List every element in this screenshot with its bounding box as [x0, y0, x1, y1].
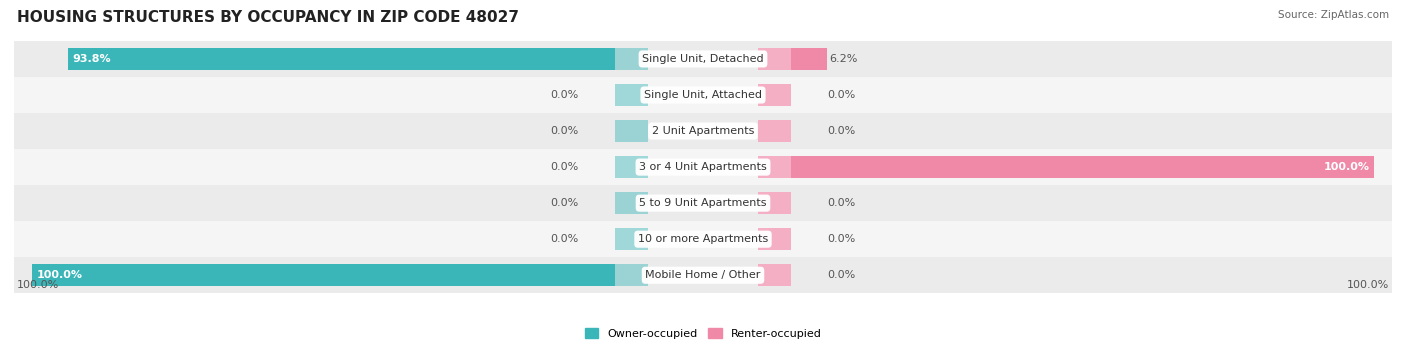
Bar	[758, 264, 790, 286]
Text: 0.0%: 0.0%	[827, 234, 856, 244]
Text: 93.8%: 93.8%	[73, 54, 111, 64]
Bar	[616, 84, 648, 106]
Text: HOUSING STRUCTURES BY OCCUPANCY IN ZIP CODE 48027: HOUSING STRUCTURES BY OCCUPANCY IN ZIP C…	[17, 10, 519, 25]
Text: 0.0%: 0.0%	[550, 162, 579, 172]
Text: Mobile Home / Other: Mobile Home / Other	[645, 270, 761, 280]
Bar	[790, 156, 1375, 178]
Bar	[31, 264, 616, 286]
Bar	[758, 156, 790, 178]
Text: 0.0%: 0.0%	[550, 126, 579, 136]
Text: 0.0%: 0.0%	[827, 90, 856, 100]
Bar	[14, 221, 1392, 257]
Bar	[14, 41, 1392, 77]
Text: 100.0%: 100.0%	[1347, 280, 1389, 291]
Text: 5 to 9 Unit Apartments: 5 to 9 Unit Apartments	[640, 198, 766, 208]
Text: 100.0%: 100.0%	[17, 280, 59, 291]
Text: 100.0%: 100.0%	[37, 270, 82, 280]
Legend: Owner-occupied, Renter-occupied: Owner-occupied, Renter-occupied	[581, 324, 825, 341]
Text: 0.0%: 0.0%	[550, 90, 579, 100]
Text: 0.0%: 0.0%	[550, 198, 579, 208]
Bar	[14, 113, 1392, 149]
Bar	[616, 264, 648, 286]
Bar	[616, 48, 648, 70]
Bar	[758, 84, 790, 106]
Bar	[616, 156, 648, 178]
Text: 0.0%: 0.0%	[827, 198, 856, 208]
Bar	[616, 228, 648, 250]
Text: 6.2%: 6.2%	[830, 54, 858, 64]
Text: Single Unit, Detached: Single Unit, Detached	[643, 54, 763, 64]
Bar	[758, 120, 790, 142]
Bar	[758, 228, 790, 250]
Text: 0.0%: 0.0%	[827, 270, 856, 280]
Text: 2 Unit Apartments: 2 Unit Apartments	[652, 126, 754, 136]
Bar	[758, 48, 790, 70]
Text: Single Unit, Attached: Single Unit, Attached	[644, 90, 762, 100]
Text: 100.0%: 100.0%	[1324, 162, 1369, 172]
Bar	[14, 185, 1392, 221]
Text: 0.0%: 0.0%	[827, 126, 856, 136]
Bar	[67, 48, 616, 70]
Bar	[14, 257, 1392, 293]
Bar	[616, 120, 648, 142]
Text: 0.0%: 0.0%	[550, 234, 579, 244]
Text: Source: ZipAtlas.com: Source: ZipAtlas.com	[1278, 10, 1389, 20]
Bar	[14, 149, 1392, 185]
Bar	[14, 77, 1392, 113]
Bar	[758, 192, 790, 214]
Bar	[616, 192, 648, 214]
Text: 10 or more Apartments: 10 or more Apartments	[638, 234, 768, 244]
Bar	[790, 48, 827, 70]
Text: 3 or 4 Unit Apartments: 3 or 4 Unit Apartments	[640, 162, 766, 172]
